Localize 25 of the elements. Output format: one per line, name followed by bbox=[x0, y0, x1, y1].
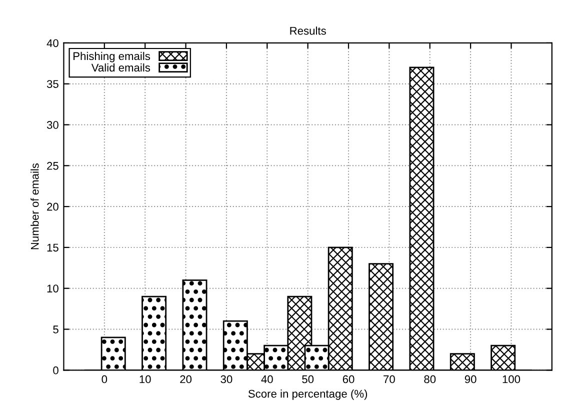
x-tick-label: 50 bbox=[302, 375, 314, 384]
x-tick-label: 10 bbox=[140, 375, 151, 384]
x-tick-label: 60 bbox=[342, 375, 354, 384]
x-tick-label: 40 bbox=[261, 375, 273, 384]
x-tick-label: 90 bbox=[464, 375, 476, 384]
y-tick-label: 40 bbox=[46, 39, 58, 48]
x-tick-label: 20 bbox=[180, 375, 192, 384]
x-tick-label: 0 bbox=[102, 375, 108, 384]
x-tick-label: 30 bbox=[220, 375, 232, 384]
y-tick-label: 30 bbox=[46, 121, 58, 129]
x-tick-label: 70 bbox=[384, 375, 395, 384]
y-axis-title: Number of emails bbox=[30, 163, 39, 250]
y-tick-label: 20 bbox=[47, 202, 58, 211]
y-tick-label: 15 bbox=[47, 244, 58, 252]
legend-label: Valid emails bbox=[91, 63, 150, 72]
x-tick-label: 80 bbox=[424, 375, 436, 384]
chart-title: Results bbox=[290, 26, 326, 35]
x-tick-label: 100 bbox=[502, 375, 520, 384]
y-tick-label: 25 bbox=[47, 162, 58, 170]
x-axis-title: Score in percentage (%) bbox=[248, 390, 368, 400]
y-tick-label: 10 bbox=[47, 284, 58, 292]
y-tick-label: 5 bbox=[53, 326, 58, 334]
y-tick-label: 0 bbox=[53, 366, 58, 374]
legend-label: Phishing emails bbox=[74, 52, 150, 62]
y-tick-label: 35 bbox=[46, 80, 58, 88]
